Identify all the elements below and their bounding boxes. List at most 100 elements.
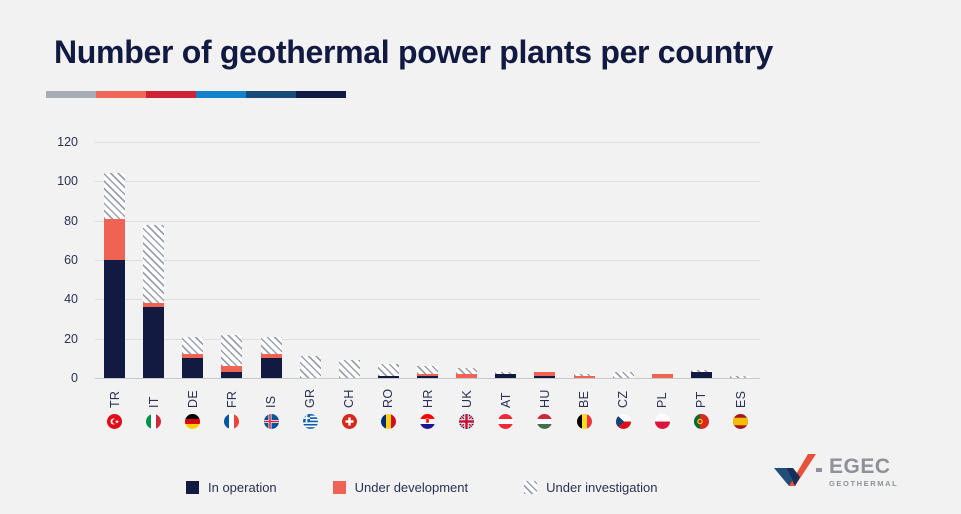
y-tick-label-80: 80 bbox=[64, 213, 78, 228]
bar-segment-under-development bbox=[221, 366, 243, 373]
x-axis-item-hu: HU bbox=[525, 380, 564, 442]
bar-column-hr[interactable] bbox=[408, 142, 447, 378]
bar-stack bbox=[495, 372, 517, 378]
chart-legend: In operation Under development Under inves… bbox=[186, 480, 657, 495]
bar-stack bbox=[456, 368, 478, 378]
bar-column-es[interactable] bbox=[721, 142, 760, 378]
flag-icon-france bbox=[224, 414, 240, 429]
flag-icon-portugal bbox=[693, 414, 709, 429]
bar-column-uk[interactable] bbox=[447, 142, 486, 378]
bar-stack bbox=[417, 366, 439, 378]
bar-segment-under-development bbox=[651, 374, 673, 378]
bar-column-fr[interactable] bbox=[212, 142, 251, 378]
bar-segment-under-investigation bbox=[730, 376, 752, 378]
legend-item-under-investigation[interactable]: Under investigation bbox=[524, 480, 657, 495]
x-tick-label-de: DE bbox=[185, 390, 200, 408]
bar-column-it[interactable] bbox=[134, 142, 173, 378]
flag-icon-germany bbox=[185, 414, 201, 429]
flag-icon-united-kingdom bbox=[459, 414, 475, 429]
bar-segment-in-operation bbox=[143, 307, 165, 378]
bar-segment-under-investigation bbox=[690, 370, 712, 373]
accent-rule-segment-blue bbox=[196, 91, 246, 98]
x-axis-item-hr: HR bbox=[408, 380, 447, 442]
flag-icon-spain bbox=[733, 414, 749, 429]
legend-item-in-operation[interactable]: In operation bbox=[186, 480, 277, 495]
gridline-20 bbox=[95, 338, 760, 340]
bar-segment-under-development bbox=[534, 372, 556, 377]
y-tick-label-20: 20 bbox=[64, 331, 78, 346]
bar-column-de[interactable] bbox=[173, 142, 212, 378]
bar-column-pt[interactable] bbox=[682, 142, 721, 378]
bar-segment-under-development bbox=[104, 218, 126, 260]
x-tick-label-uk: UK bbox=[459, 390, 474, 408]
bar-segment-under-investigation bbox=[377, 364, 399, 377]
egec-logo-mark bbox=[772, 452, 822, 492]
accent-rule-segment-crimson bbox=[146, 91, 196, 98]
bar-column-hu[interactable] bbox=[525, 142, 564, 378]
bar-stack bbox=[612, 372, 634, 378]
y-axis-labels: 0 20 40 60 80 100 120 bbox=[0, 135, 88, 385]
bar-stack bbox=[377, 364, 399, 378]
bar-segment-under-development bbox=[182, 354, 204, 359]
legend-item-under-development[interactable]: Under development bbox=[332, 480, 468, 495]
bar-segment-under-investigation bbox=[612, 372, 634, 378]
x-tick-label-cz: CZ bbox=[616, 390, 631, 408]
x-axis-item-de: DE bbox=[173, 380, 212, 442]
legend-swatch-icon bbox=[524, 481, 538, 494]
x-axis-item-is: IS bbox=[252, 380, 291, 442]
y-tick-label-60: 60 bbox=[64, 253, 78, 267]
flag-icon-romania bbox=[380, 414, 396, 429]
x-tick-label-pt: PT bbox=[694, 391, 709, 408]
bar-stack bbox=[690, 370, 712, 378]
bar-column-is[interactable] bbox=[252, 142, 291, 378]
accent-rule-segment-salmon bbox=[96, 91, 146, 98]
bar-segment-in-operation bbox=[417, 376, 439, 378]
bar-column-at[interactable] bbox=[486, 142, 525, 378]
bar-column-ro[interactable] bbox=[369, 142, 408, 378]
gridline-80 bbox=[95, 220, 760, 222]
y-tick-label-40: 40 bbox=[64, 292, 78, 307]
x-axis-item-fr: FR bbox=[212, 380, 251, 442]
y-tick-label-0: 0 bbox=[71, 371, 78, 385]
x-tick-label-tr: TR bbox=[107, 390, 122, 408]
bar-column-cz[interactable] bbox=[604, 142, 643, 378]
x-axis-item-pl: PL bbox=[643, 380, 682, 442]
accent-rule-segment-navy bbox=[296, 91, 346, 98]
bar-stack bbox=[338, 360, 360, 378]
x-tick-label-ro: RO bbox=[381, 388, 396, 408]
flag-icon-poland bbox=[654, 414, 670, 429]
bar-stack bbox=[260, 336, 282, 378]
bar-segment-under-development bbox=[260, 354, 282, 359]
bar-column-tr[interactable] bbox=[95, 142, 134, 378]
flag-icon-italy bbox=[146, 414, 162, 429]
bar-segment-under-investigation bbox=[260, 336, 282, 355]
x-axis-item-at: AT bbox=[486, 380, 525, 442]
bar-stack bbox=[651, 374, 673, 378]
bar-column-gr[interactable] bbox=[291, 142, 330, 378]
bar-column-ch[interactable] bbox=[330, 142, 369, 378]
x-axis-item-be: BE bbox=[565, 380, 604, 442]
legend-swatch-icon bbox=[332, 481, 346, 494]
x-tick-label-fr: FR bbox=[224, 390, 239, 408]
bar-column-pl[interactable] bbox=[643, 142, 682, 378]
bar-segment-in-operation bbox=[182, 358, 204, 378]
x-tick-label-be: BE bbox=[577, 390, 592, 408]
legend-label: Under investigation bbox=[546, 480, 658, 495]
bar-segment-in-operation bbox=[534, 376, 556, 378]
egec-logo-text: EGEC GEOTHERMAL bbox=[829, 456, 898, 488]
x-tick-label-es: ES bbox=[733, 390, 748, 408]
bar-segment-under-development bbox=[456, 374, 478, 378]
y-tick-label-100: 100 bbox=[57, 174, 78, 189]
bar-segment-under-investigation bbox=[338, 360, 360, 378]
bar-segment-under-investigation bbox=[143, 224, 165, 304]
x-axis-item-es: ES bbox=[721, 380, 760, 442]
x-axis-item-uk: UK bbox=[447, 380, 486, 442]
x-axis-item-gr: GR bbox=[291, 380, 330, 442]
bar-segment-under-investigation bbox=[104, 173, 126, 219]
chart-plot-area bbox=[95, 142, 760, 379]
x-axis-item-ch: CH bbox=[330, 380, 369, 442]
bar-segment-under-investigation bbox=[495, 372, 517, 375]
bar-column-be[interactable] bbox=[565, 142, 604, 378]
bar-segment-under-investigation bbox=[299, 356, 321, 378]
